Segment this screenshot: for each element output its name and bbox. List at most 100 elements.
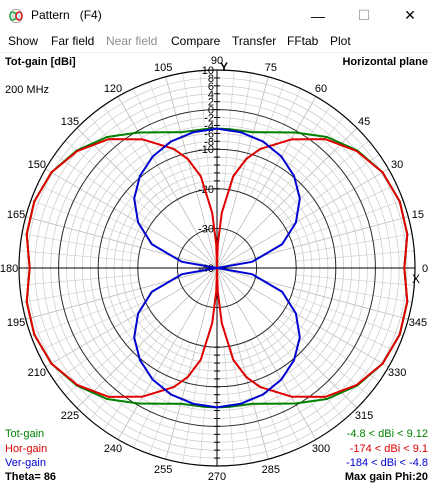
angle-label: 225 [61, 410, 79, 422]
radial-line [291, 294, 404, 337]
title-bar[interactable]: Pattern (F4) — ☐ ✕ [0, 0, 433, 31]
radial-line [65, 318, 157, 396]
ring-label: -10 [198, 144, 214, 156]
radial-line [216, 168, 389, 269]
menu-near-field[interactable]: Near field [106, 34, 158, 48]
radial-line [25, 267, 218, 320]
radial-line [277, 140, 369, 218]
axis-tick-label: -8 [204, 136, 214, 148]
menu-show[interactable]: Show [8, 34, 39, 48]
angle-label: 165 [7, 209, 25, 221]
radial-line [65, 140, 157, 218]
axis-tick-label: -4 [204, 120, 214, 132]
plot-quantity-label: Tot-gain [dBi] [5, 56, 76, 68]
angle-label: 30 [391, 159, 403, 171]
legend-tot-gain-name: Tot-gain [5, 428, 44, 440]
radial-line [148, 342, 191, 455]
radial-line [133, 339, 184, 448]
angle-label: 45 [358, 116, 370, 128]
maximize-button[interactable]: ☐ [341, 0, 387, 31]
polar-plot-area[interactable]: 0 15 30 45 60 75 90 105 120 135 150 165 180 195 210 225… [0, 53, 433, 483]
angle-label: 345 [409, 317, 427, 329]
minimize-button[interactable]: — [295, 0, 341, 31]
ring-label: -20 [198, 184, 214, 196]
axis-tick-label: 6 [208, 81, 214, 93]
radial-line [294, 281, 413, 303]
axis-tick-label: -6 [204, 128, 214, 140]
menu-far-field[interactable]: Far field [51, 34, 95, 48]
frequency-label: 200 MHz [5, 84, 49, 96]
radial-line [117, 267, 218, 440]
radial-line [243, 342, 286, 455]
angle-label: 135 [61, 116, 79, 128]
axis-tick-label: 2 [208, 97, 214, 109]
legend-ver-gain-name: Ver-gain [5, 457, 46, 469]
radial-line [165, 76, 218, 269]
radial-line [243, 81, 286, 194]
polar-chart: 0153045607590105120135150165180195210225… [0, 55, 428, 483]
radial-line [45, 267, 218, 368]
menu-compare[interactable]: Compare [171, 34, 221, 48]
menu-fftab[interactable]: FFtab [287, 34, 319, 48]
angle-label: 300 [312, 443, 330, 455]
radial-line [165, 267, 218, 460]
radial-line [133, 88, 184, 197]
close-button[interactable]: ✕ [387, 0, 433, 31]
angle-label: 15 [412, 209, 424, 221]
angle-label: 330 [388, 367, 406, 379]
radial-line [250, 88, 301, 197]
minimize-icon: — [311, 7, 325, 24]
angle-label: 180 [0, 263, 18, 275]
trace-hor-gain [25, 138, 409, 398]
trace-ver-gain [133, 127, 301, 409]
window-title: Pattern (F4) [31, 8, 102, 22]
x-axis-label: X [412, 272, 420, 286]
angle-label: 150 [28, 159, 46, 171]
legend-ver-gain-range: -184 < dBi < -4.8 [346, 457, 428, 469]
angle-label: 120 [104, 83, 122, 95]
angle-label: 0 [422, 263, 428, 275]
legend-hor-gain-name: Hor-gain [5, 443, 47, 455]
angle-label: 255 [154, 464, 172, 476]
polar-grid [18, 69, 416, 467]
radial-line [295, 274, 415, 286]
legend-hor-gain-range: -174 < dBi < 9.1 [350, 443, 428, 455]
angle-label: 210 [28, 367, 46, 379]
radial-line [216, 216, 409, 269]
radial-line [267, 116, 345, 208]
max-gain-readout: Max gain Phi:20 [345, 471, 428, 483]
radial-line [103, 105, 172, 204]
angle-label: 195 [7, 317, 25, 329]
radial-line [45, 168, 218, 269]
radial-line [216, 267, 269, 460]
pattern-traces [25, 127, 409, 409]
radial-line [30, 199, 143, 242]
pattern-app-icon [9, 9, 23, 23]
angle-label: 315 [355, 410, 373, 422]
radial-line [21, 281, 140, 303]
maximize-icon: ☐ [357, 7, 371, 23]
radial-line [37, 301, 146, 352]
axis-tick-label: 8 [208, 73, 214, 85]
ring-label: 0 [208, 105, 214, 117]
radial-line [216, 267, 409, 320]
radial-line [216, 76, 269, 269]
radial-line [288, 184, 397, 235]
ring-label: -30 [198, 223, 214, 235]
angle-labels: 0153045607590105120135150165180195210225… [0, 55, 428, 483]
menu-plot[interactable]: Plot [330, 34, 351, 48]
y-axis-label: Y [220, 60, 228, 74]
radial-line [21, 233, 140, 255]
radial-line [76, 267, 218, 409]
radial-line [216, 127, 358, 269]
legend-tot-gain-range: -4.8 < dBi < 9.12 [347, 428, 428, 440]
radial-line [291, 199, 404, 242]
radial-line [89, 328, 167, 420]
radial-line [277, 318, 369, 396]
menu-transfer[interactable]: Transfer [232, 34, 277, 48]
radial-line [267, 328, 345, 420]
angle-label: 75 [265, 62, 277, 74]
close-icon: ✕ [404, 7, 416, 23]
